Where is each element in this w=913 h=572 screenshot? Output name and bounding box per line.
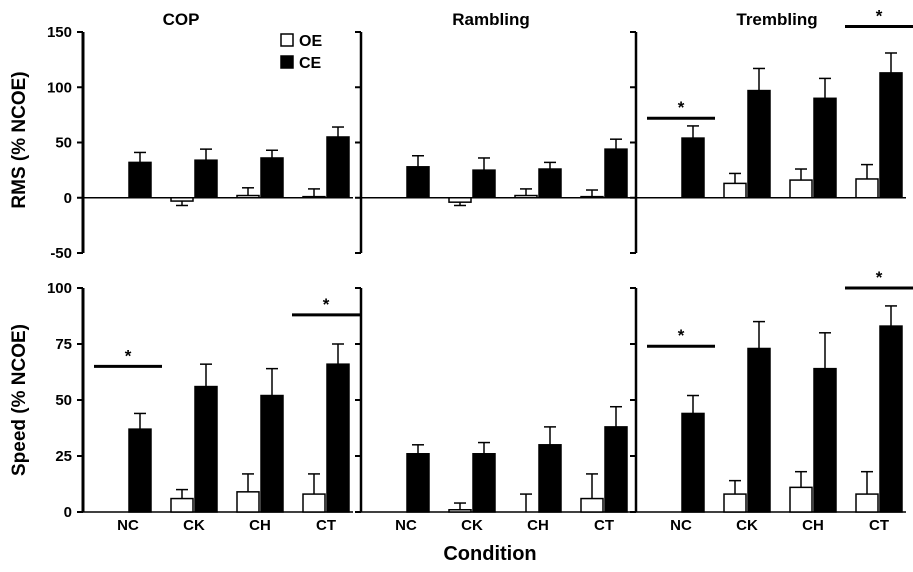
bar-ce — [260, 157, 284, 199]
bar-oe — [723, 493, 747, 513]
panel-title-trembling: Trembling — [736, 10, 817, 29]
x-tick-label-nc: NC — [117, 517, 139, 534]
bar-ce — [194, 159, 218, 199]
bar-ce — [604, 426, 628, 513]
bar-ce — [472, 169, 496, 199]
x-axis-title: Condition — [443, 543, 536, 565]
legend-label-oe: OE — [299, 33, 322, 50]
significance-star: * — [678, 326, 685, 345]
y-axis-title-speed: Speed (% NCOE) — [9, 324, 30, 476]
text-layer: COP Rambling Trembling RMS (% NCOE) Spee… — [9, 6, 889, 565]
y-tick-label-rms: 0 — [64, 190, 72, 207]
bar-ce — [538, 168, 562, 199]
significance-star: * — [876, 6, 883, 25]
x-tick-label-ch: CH — [802, 517, 824, 534]
bar-oe — [236, 194, 260, 199]
x-tick-label-ck: CK — [736, 517, 758, 534]
bar-ce — [813, 97, 837, 199]
bar-ce — [813, 367, 837, 513]
significance-star: * — [678, 98, 685, 117]
bar-ce — [128, 428, 152, 513]
y-tick-label-rms: -50 — [50, 245, 72, 262]
bar-ce — [406, 453, 430, 513]
x-tick-label-ch: CH — [527, 517, 549, 534]
bar-oe — [723, 182, 747, 199]
bar-oe — [170, 197, 194, 202]
bar-oe — [580, 195, 604, 199]
x-tick-label-ch: CH — [249, 517, 271, 534]
x-tick-label-nc: NC — [670, 517, 692, 534]
x-tick-label-ck: CK — [183, 517, 205, 534]
x-tick-label-ck: CK — [461, 517, 483, 534]
panel-title-cop: COP — [163, 10, 200, 29]
x-tick-label-nc: NC — [395, 517, 417, 534]
bar-ce — [128, 161, 152, 199]
y-tick-label-speed: 50 — [55, 392, 72, 409]
y-tick-label-speed: 75 — [55, 336, 72, 353]
legend-swatch-ce — [280, 55, 294, 69]
bar-oe — [170, 497, 194, 513]
bar-oe — [448, 197, 472, 203]
bar-oe — [302, 195, 326, 199]
bar-ce — [747, 89, 771, 199]
bar-oe — [514, 194, 538, 199]
y-tick-label-speed: 0 — [64, 504, 72, 521]
y-axis-title-rms: RMS (% NCOE) — [9, 71, 30, 208]
legend-swatch-oe — [280, 33, 294, 47]
legend-label-ce: CE — [299, 55, 322, 72]
bar-ce — [879, 72, 903, 199]
bar-ce — [538, 444, 562, 513]
bar-oe — [855, 178, 879, 199]
significance-star: * — [876, 268, 883, 287]
x-tick-label-ct: CT — [316, 517, 336, 534]
y-tick-label-rms: 100 — [47, 79, 72, 96]
bar-oe — [789, 179, 813, 199]
bar-ce — [472, 453, 496, 513]
bar-ce — [604, 148, 628, 199]
bar-oe — [789, 486, 813, 513]
marks-layer — [94, 24, 913, 513]
bar-ce — [747, 347, 771, 513]
bar-oe — [236, 491, 260, 513]
panel-title-rambling: Rambling — [452, 10, 529, 29]
bar-ce — [879, 325, 903, 513]
significance-star: * — [125, 346, 132, 365]
y-tick-label-rms: 150 — [47, 24, 72, 41]
bar-oe — [302, 493, 326, 513]
x-tick-label-ct: CT — [594, 517, 614, 534]
bar-oe — [855, 493, 879, 513]
y-tick-label-rms: 50 — [55, 135, 72, 152]
y-tick-label-speed: 100 — [47, 280, 72, 297]
bar-ce — [260, 394, 284, 513]
bar-ce — [681, 137, 705, 199]
bar-ce — [326, 363, 350, 513]
bar-ce — [681, 412, 705, 513]
bar-oe — [580, 497, 604, 513]
bar-oe — [448, 509, 472, 513]
x-tick-label-ct: CT — [869, 517, 889, 534]
y-tick-label-speed: 25 — [55, 448, 72, 465]
bar-ce — [406, 166, 430, 199]
significance-star: * — [323, 295, 330, 314]
bar-ce — [326, 136, 350, 199]
bar-ce — [194, 385, 218, 513]
